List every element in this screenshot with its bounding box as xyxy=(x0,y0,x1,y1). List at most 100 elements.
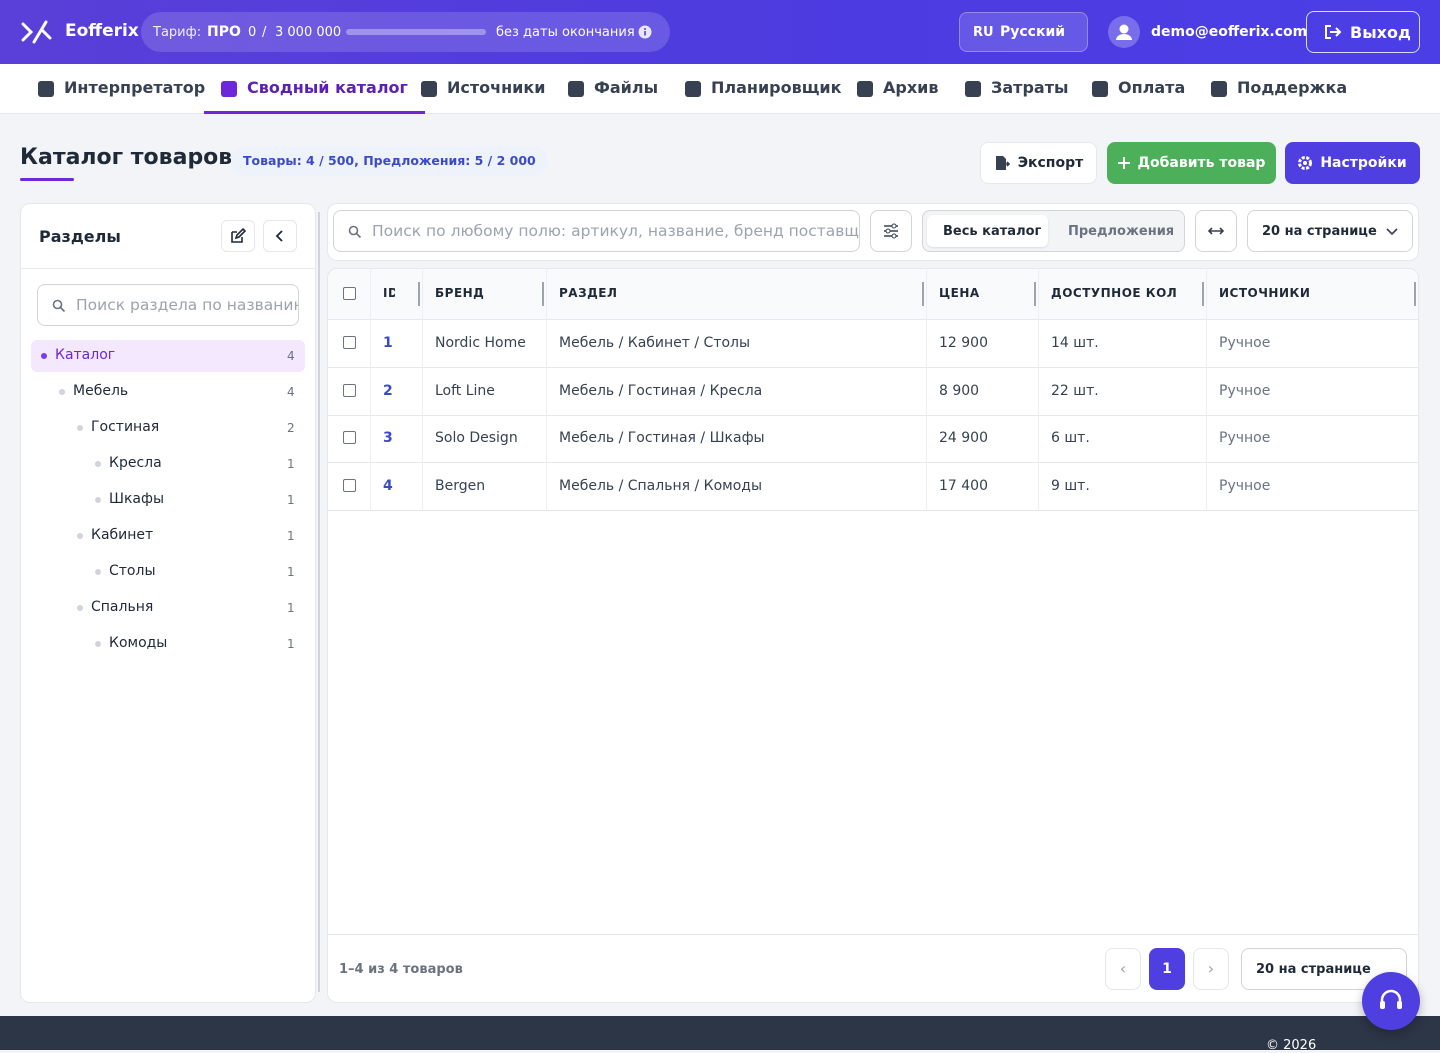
column-line xyxy=(370,268,371,510)
plan-label: Тариф: xyxy=(153,25,202,40)
nav-item[interactable]: Сводный каталог xyxy=(204,64,425,114)
tree-label[interactable]: Гостиная xyxy=(91,419,160,435)
nav-label: Затраты xyxy=(991,78,1069,97)
next-page[interactable]: › xyxy=(1193,948,1229,990)
row-divider xyxy=(328,414,1418,416)
tree-label[interactable]: Столы xyxy=(109,563,156,579)
tree-label[interactable]: Каталог xyxy=(55,347,116,363)
tab-active[interactable] xyxy=(927,215,1048,247)
nav-label: Интерпретатор xyxy=(64,78,206,97)
column-divider[interactable] xyxy=(922,282,924,306)
nav-item[interactable]: Оплата xyxy=(1092,64,1185,114)
nav-icon xyxy=(857,81,873,97)
table-cell: 24 900 xyxy=(939,430,988,446)
column-divider[interactable] xyxy=(1414,282,1416,306)
settings-label: Настройки xyxy=(1320,155,1407,171)
collapse-button[interactable] xyxy=(263,220,297,252)
column-header[interactable]: ДОСТУПНОЕ КОЛ xyxy=(1051,286,1178,300)
column-header[interactable]: ЦЕНА xyxy=(939,286,980,300)
resize-handle[interactable] xyxy=(318,212,320,992)
expiry: без даты окончания xyxy=(496,25,635,40)
add-button[interactable]: Добавить товар xyxy=(1107,142,1276,184)
tab[interactable]: Весь каталог xyxy=(943,224,1042,239)
section-search[interactable]: Поиск раздела по названию xyxy=(37,284,299,326)
page-size-select[interactable] xyxy=(1241,948,1407,990)
edit-button[interactable] xyxy=(221,220,255,252)
row-checkbox[interactable] xyxy=(343,478,356,492)
nav-item[interactable]: Архив xyxy=(857,64,939,114)
table-panel xyxy=(327,268,1419,1003)
tree-bullet xyxy=(95,569,101,575)
column-divider[interactable] xyxy=(418,282,420,306)
edit-icon xyxy=(231,227,247,243)
nav-label: Оплата xyxy=(1118,78,1186,97)
table-cell: 6 шт. xyxy=(1051,430,1090,446)
table-cell: 8 900 xyxy=(939,382,980,399)
nav-item[interactable]: Планировщик xyxy=(685,64,842,114)
column-header[interactable]: БРЕНД xyxy=(435,286,485,300)
table-cell: Ручное xyxy=(1219,335,1271,351)
usage: 0 xyxy=(248,25,257,40)
column-header[interactable]: РАЗДЕЛ xyxy=(559,286,618,300)
tab[interactable]: Предложения xyxy=(1068,224,1175,239)
width-button[interactable] xyxy=(1195,210,1237,252)
tree-label[interactable]: Кресла xyxy=(109,455,162,471)
tree-label[interactable]: Мебель xyxy=(73,383,129,399)
select-all[interactable] xyxy=(343,287,356,300)
table-cell: 9 шт. xyxy=(1051,477,1090,494)
column-divider[interactable] xyxy=(1202,282,1204,306)
nav-item[interactable]: Интерпретатор xyxy=(38,64,205,114)
tree-label[interactable]: Комоды xyxy=(109,635,168,651)
export-button[interactable]: Экспорт xyxy=(980,142,1097,184)
column-divider[interactable] xyxy=(542,282,544,306)
lang-select[interactable] xyxy=(959,12,1088,52)
logout-label: Выход xyxy=(1350,23,1411,42)
copyright: © 2026 xyxy=(1266,1038,1317,1053)
catalog-search[interactable]: Поиск по любому полю: артикул, название,… xyxy=(333,210,860,252)
table-cell: Solo Design xyxy=(435,430,518,446)
tree-label[interactable]: Шкафы xyxy=(109,491,165,507)
table-cell: Мебель / Гостиная / Кресла xyxy=(559,382,763,399)
nav-icon xyxy=(38,81,54,97)
support-button[interactable] xyxy=(1362,972,1420,1030)
export-icon xyxy=(995,156,1010,170)
settings-button[interactable]: Настройки xyxy=(1285,142,1420,184)
row-checkbox[interactable] xyxy=(343,336,356,349)
nav-label: Поддержка xyxy=(1237,78,1348,97)
tree-label[interactable]: Спальня xyxy=(91,599,154,615)
page-size-select[interactable] xyxy=(1247,210,1413,252)
nav-item[interactable]: Поддержка xyxy=(1211,64,1347,114)
filter-button[interactable] xyxy=(870,210,912,252)
page-button[interactable]: 1 xyxy=(1149,948,1185,990)
logout-button[interactable] xyxy=(1306,11,1420,53)
nav-item[interactable]: Файлы xyxy=(568,64,658,114)
table-cell: Bergen xyxy=(435,477,486,494)
nav-item[interactable]: Источники xyxy=(421,64,545,114)
sidebar-title: Разделы xyxy=(39,227,121,246)
tree-bullet xyxy=(59,389,65,395)
table-cell[interactable]: 4 xyxy=(383,477,393,494)
column-line xyxy=(546,268,547,510)
column-divider[interactable] xyxy=(1034,282,1036,306)
column-header[interactable]: ID xyxy=(383,286,395,300)
nav-icon xyxy=(685,81,701,97)
headset-icon xyxy=(1380,989,1402,1009)
tree-label[interactable]: Кабинет xyxy=(91,527,154,543)
row-checkbox[interactable] xyxy=(343,431,356,444)
page-size: 20 на странице xyxy=(1262,224,1377,239)
gear-icon xyxy=(1298,156,1313,170)
table-cell[interactable]: 2 xyxy=(383,382,393,399)
table-cell[interactable]: 3 xyxy=(383,430,393,446)
usage-bar xyxy=(346,29,486,35)
logo-icon xyxy=(21,20,52,44)
column-header[interactable]: ИСТОЧНИКИ xyxy=(1219,286,1311,300)
row-checkbox[interactable] xyxy=(343,383,356,397)
logo: Eofferix xyxy=(65,21,139,41)
nav-bar: Интерпретатор Сводный каталог Источники Фай… xyxy=(0,64,1440,114)
table-cell: Ручное xyxy=(1219,430,1271,446)
lang: Русский xyxy=(1000,24,1066,40)
table-cell[interactable]: 1 xyxy=(383,335,393,351)
nav-item[interactable]: Затраты xyxy=(965,64,1068,114)
prev-page[interactable]: ‹ xyxy=(1105,948,1141,990)
